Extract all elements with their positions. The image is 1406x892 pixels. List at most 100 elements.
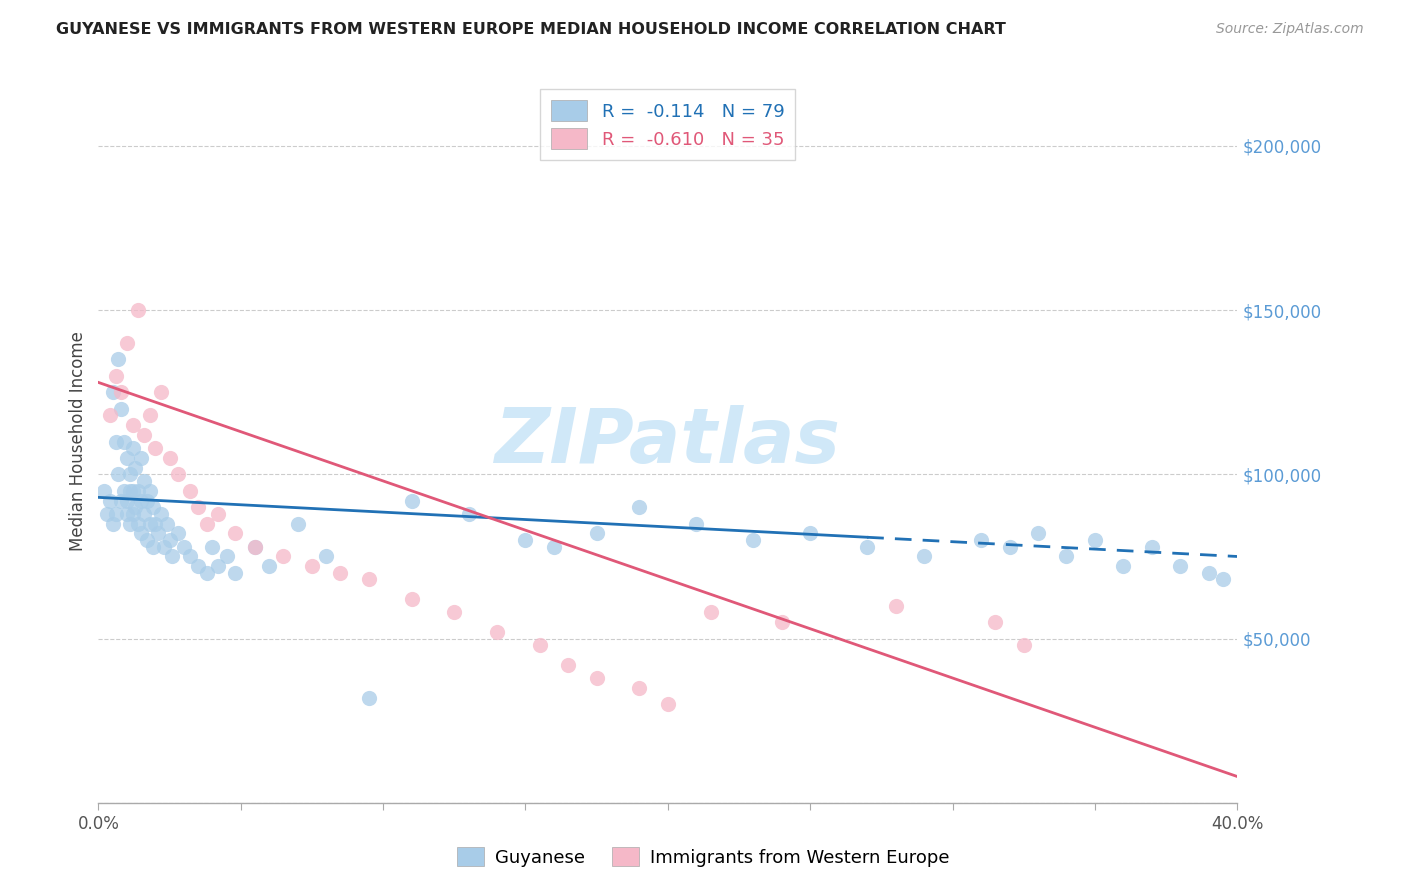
Point xyxy=(1170,559,1192,574)
Point xyxy=(179,549,201,564)
Point xyxy=(118,516,141,531)
Point xyxy=(187,500,209,515)
Point xyxy=(101,516,124,531)
Point xyxy=(121,418,143,433)
Point xyxy=(259,559,281,574)
Point xyxy=(127,516,149,531)
Point xyxy=(699,605,721,619)
Point xyxy=(121,483,143,498)
Point xyxy=(1212,573,1234,587)
Point xyxy=(98,409,121,423)
Point xyxy=(215,549,238,564)
Point xyxy=(301,559,323,574)
Point xyxy=(357,690,380,705)
Point xyxy=(118,483,141,498)
Point xyxy=(557,657,579,672)
Point xyxy=(287,516,309,531)
Point xyxy=(585,526,607,541)
Point xyxy=(685,516,707,531)
Point xyxy=(224,526,246,541)
Point xyxy=(129,493,152,508)
Point xyxy=(856,540,879,554)
Point xyxy=(628,500,651,515)
Point xyxy=(132,474,155,488)
Point xyxy=(153,540,176,554)
Point xyxy=(1012,638,1035,652)
Point xyxy=(657,698,679,712)
Point xyxy=(115,336,138,351)
Point xyxy=(585,671,607,685)
Text: ZIPatlas: ZIPatlas xyxy=(495,405,841,478)
Point xyxy=(1056,549,1078,564)
Point xyxy=(187,559,209,574)
Legend: R =  -0.114   N = 79, R =  -0.610   N = 35: R = -0.114 N = 79, R = -0.610 N = 35 xyxy=(540,89,796,160)
Y-axis label: Median Household Income: Median Household Income xyxy=(69,332,87,551)
Point xyxy=(138,516,160,531)
Point xyxy=(1198,566,1220,580)
Point xyxy=(970,533,993,547)
Point xyxy=(104,368,127,383)
Point xyxy=(127,303,149,318)
Point xyxy=(357,573,380,587)
Point xyxy=(145,441,167,455)
Point xyxy=(515,533,537,547)
Point xyxy=(135,533,157,547)
Text: Source: ZipAtlas.com: Source: ZipAtlas.com xyxy=(1216,22,1364,37)
Point xyxy=(127,483,149,498)
Point xyxy=(150,507,173,521)
Point xyxy=(115,493,138,508)
Point xyxy=(104,434,127,449)
Point xyxy=(1112,559,1135,574)
Point xyxy=(132,507,155,521)
Point xyxy=(207,559,229,574)
Point xyxy=(156,516,179,531)
Point xyxy=(129,526,152,541)
Point xyxy=(141,540,163,554)
Point xyxy=(110,493,132,508)
Point xyxy=(529,638,551,652)
Point xyxy=(93,483,115,498)
Point xyxy=(138,483,160,498)
Point xyxy=(243,540,266,554)
Point xyxy=(112,434,135,449)
Point xyxy=(742,533,765,547)
Point xyxy=(1084,533,1107,547)
Point xyxy=(138,409,160,423)
Point xyxy=(884,599,907,613)
Point xyxy=(162,549,184,564)
Point xyxy=(159,533,181,547)
Point xyxy=(401,493,423,508)
Point xyxy=(1140,540,1163,554)
Point xyxy=(107,467,129,482)
Point xyxy=(998,540,1021,554)
Point xyxy=(167,467,190,482)
Point xyxy=(145,516,167,531)
Point xyxy=(167,526,190,541)
Point xyxy=(110,401,132,416)
Point xyxy=(628,681,651,695)
Point xyxy=(148,526,170,541)
Point xyxy=(132,428,155,442)
Point xyxy=(243,540,266,554)
Point xyxy=(912,549,935,564)
Point xyxy=(315,549,337,564)
Point xyxy=(770,615,793,630)
Point xyxy=(121,441,143,455)
Point xyxy=(173,540,195,554)
Point xyxy=(984,615,1007,630)
Point xyxy=(112,483,135,498)
Point xyxy=(799,526,821,541)
Text: GUYANESE VS IMMIGRANTS FROM WESTERN EUROPE MEDIAN HOUSEHOLD INCOME CORRELATION C: GUYANESE VS IMMIGRANTS FROM WESTERN EURO… xyxy=(56,22,1007,37)
Point xyxy=(98,493,121,508)
Point xyxy=(457,507,479,521)
Point xyxy=(129,450,152,465)
Point xyxy=(543,540,565,554)
Point xyxy=(124,500,146,515)
Point xyxy=(150,385,173,400)
Point xyxy=(224,566,246,580)
Point xyxy=(201,540,224,554)
Point xyxy=(118,467,141,482)
Point xyxy=(329,566,352,580)
Point xyxy=(195,516,218,531)
Point xyxy=(141,500,163,515)
